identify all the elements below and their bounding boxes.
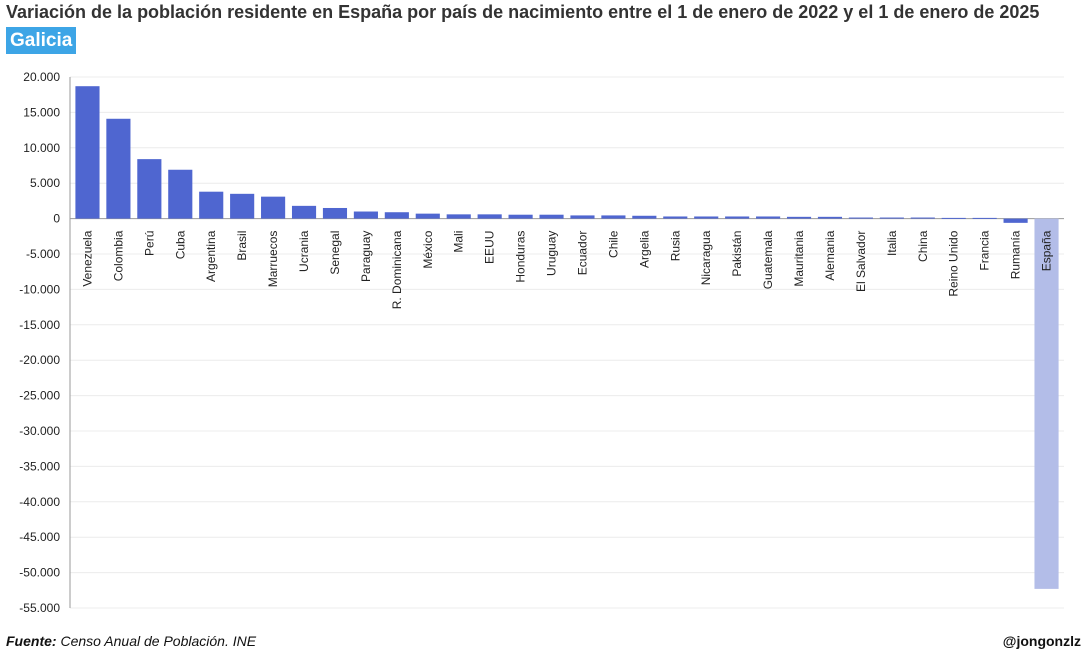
bar-reino-unido (941, 217, 966, 219)
source-text: Censo Anual de Población. INE (60, 633, 257, 649)
y-tick-label: -30.000 (19, 424, 60, 438)
bar-r-dominicana (384, 212, 409, 219)
bar-cuba (168, 169, 193, 219)
category-label: Paraguay (359, 231, 373, 282)
bar-senegal (322, 207, 348, 219)
y-tick-label: 15.000 (23, 105, 60, 119)
y-tick-label: -5.000 (26, 247, 60, 261)
bar-marruecos (261, 196, 286, 219)
y-tick-label: -50.000 (19, 566, 60, 580)
y-tick-label: -45.000 (19, 530, 60, 544)
region-badge: Galicia (6, 27, 77, 54)
bar-méxico (415, 213, 440, 219)
category-label: EEUU (483, 231, 497, 264)
category-label: R. Dominicana (390, 230, 404, 309)
bar-argentina (199, 191, 224, 219)
y-tick-label: -25.000 (19, 389, 60, 403)
bar-colombia (106, 118, 131, 219)
category-label: Nicaragua (699, 230, 713, 285)
category-label: Pakistán (730, 231, 744, 277)
category-label: Marruecos (266, 231, 280, 288)
category-label: Mali (452, 231, 466, 253)
bar-paraguay (353, 211, 378, 219)
bar-china (910, 217, 935, 219)
bar-pakistán (725, 216, 750, 219)
bar-chile (601, 215, 626, 219)
category-label: Argentina (204, 230, 218, 282)
category-label: Venezuela (80, 230, 94, 286)
bar-italia (879, 217, 904, 219)
y-tick-label: -15.000 (19, 318, 60, 332)
bar-uruguay (539, 214, 564, 219)
category-label: Rumanía (1009, 230, 1023, 279)
category-label: Senegal (328, 231, 342, 275)
bar-mauritania (786, 216, 812, 219)
category-label: Mauritania (792, 230, 806, 286)
category-label: Guatemala (761, 230, 775, 289)
bar-rusia (663, 216, 688, 219)
bar-ucrania (291, 205, 317, 219)
category-label: El Salvador (854, 231, 868, 292)
y-tick-label: -20.000 (19, 353, 60, 367)
category-label: Colombia (111, 230, 125, 281)
category-label: Argelia (637, 230, 651, 268)
bars (75, 86, 1059, 589)
category-label: Reino Unido (947, 230, 961, 296)
y-tick-label: -55.000 (19, 601, 60, 615)
author-handle: @jongonzlz (1002, 633, 1081, 649)
bar-perú (137, 159, 162, 219)
y-tick-label: -40.000 (19, 495, 60, 509)
source-note: Fuente: Censo Anual de Población. INE (6, 633, 256, 649)
y-tick-label: 5.000 (30, 176, 60, 190)
bar-honduras (508, 214, 533, 219)
chart-title: Variación de la población residente en E… (6, 2, 1040, 22)
y-axis: 20.000 15.000 10.000 5.000 0 -5.000 -10.000 -15… (19, 70, 71, 615)
category-label: Francia (978, 230, 992, 270)
bar-argelia (632, 215, 657, 219)
category-label: Brasil (235, 231, 249, 261)
y-tick-label: -35.000 (19, 459, 60, 473)
bar-mali (446, 214, 471, 219)
bar-el-salvador (848, 217, 873, 219)
category-label: China (916, 230, 930, 262)
bar-ecuador (570, 215, 595, 219)
category-label: Honduras (514, 231, 528, 283)
y-tick-label: 10.000 (23, 141, 60, 155)
bar-francia (972, 217, 997, 219)
grid-lines (70, 76, 1064, 609)
category-label: México (421, 230, 435, 268)
category-label: Ecuador (575, 231, 589, 276)
bar-rumanía (1003, 218, 1028, 223)
category-label: Ucrania (297, 230, 311, 272)
bar-venezuela (75, 86, 100, 219)
bar-brasil (230, 193, 255, 219)
category-label: Rusia (668, 230, 682, 261)
category-label: Italia (885, 230, 899, 256)
category-label: Perú (142, 231, 156, 256)
category-label: Cuba (173, 230, 187, 259)
y-tick-label: -10.000 (19, 282, 60, 296)
source-label: Fuente: (6, 633, 57, 649)
bar-españa (1034, 218, 1059, 589)
bar-alemania (817, 216, 843, 219)
y-tick-label: 0 (53, 212, 60, 226)
bar-guatemala (756, 216, 781, 219)
category-label: España (1040, 230, 1054, 271)
y-tick-label: 20.000 (23, 70, 60, 84)
category-labels: Venezuela Colombia Perú Cuba Argentina Brasil… (80, 230, 1053, 309)
category-label: Alemania (823, 230, 837, 280)
category-label: Chile (606, 230, 620, 258)
category-label: Uruguay (545, 231, 559, 276)
bar-eeuu (477, 214, 502, 219)
bar-nicaragua (694, 216, 719, 219)
